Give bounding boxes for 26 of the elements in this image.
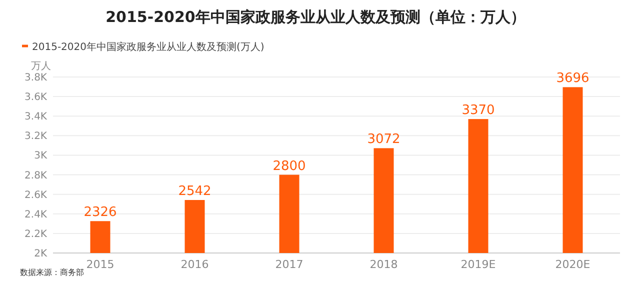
y-tick-label: 3.2K: [24, 131, 48, 142]
data-label: 3370: [462, 103, 495, 118]
data-label: 2542: [178, 184, 212, 200]
y-tick-label: 2.8K: [24, 170, 48, 182]
data-label: 3696: [556, 71, 590, 86]
y-tick-label: 3.6K: [24, 92, 48, 104]
data-label: 2326: [84, 205, 117, 220]
x-tick-label: 2017: [275, 258, 304, 271]
data-label: 3072: [367, 132, 400, 148]
x-tick-label: 2018: [370, 258, 398, 271]
y-tick-label: 2.4K: [24, 209, 48, 220]
y-tick-label: 3.8K: [24, 72, 48, 84]
y-tick-label: 3K: [34, 150, 48, 162]
y-axis-title: 万人: [31, 61, 51, 72]
y-tick-label: 2.2K: [24, 228, 48, 240]
y-tick-label: 2.6K: [24, 190, 48, 201]
y-tick-label: 2K: [34, 248, 48, 260]
chart-title: 2015-2020年中国家政服务业从业人数及预测（单位：万人）: [106, 8, 526, 26]
x-tick-label: 2019E: [460, 258, 496, 271]
x-tick-label: 2020E: [555, 258, 590, 271]
x-tick-label: 2016: [180, 258, 209, 271]
x-tick-label: 2015: [86, 258, 114, 271]
y-tick-label: 3.4K: [24, 112, 48, 123]
data-label: 2800: [272, 158, 306, 174]
source-note: 数据来源：商务部: [20, 268, 84, 277]
legend-label: 2015-2020年中国家政服务业从业人数及预测(万人): [32, 41, 264, 53]
